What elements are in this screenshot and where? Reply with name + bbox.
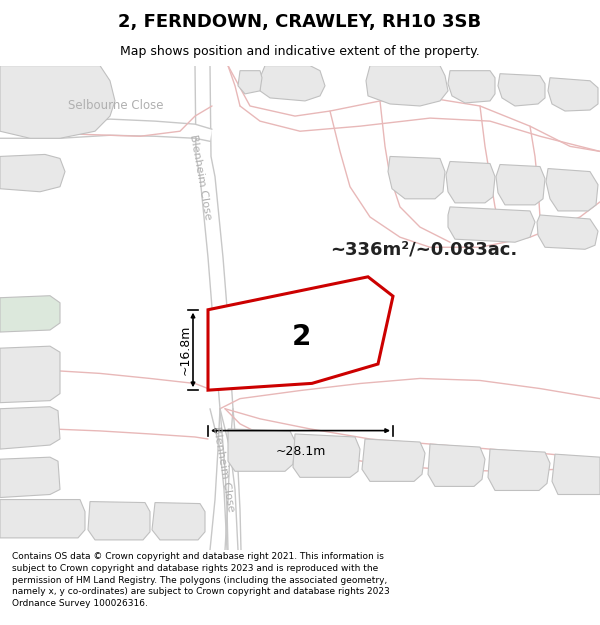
Text: 2: 2 <box>292 322 311 351</box>
Polygon shape <box>498 74 545 106</box>
Polygon shape <box>0 499 85 538</box>
Text: 2, FERNDOWN, CRAWLEY, RH10 3SB: 2, FERNDOWN, CRAWLEY, RH10 3SB <box>118 13 482 31</box>
Polygon shape <box>366 66 448 106</box>
Polygon shape <box>448 71 495 103</box>
Polygon shape <box>0 154 65 192</box>
Polygon shape <box>228 429 295 471</box>
Polygon shape <box>293 434 360 478</box>
Polygon shape <box>388 156 445 199</box>
Polygon shape <box>0 457 60 498</box>
Polygon shape <box>446 161 495 203</box>
Polygon shape <box>0 66 115 138</box>
Polygon shape <box>428 444 485 486</box>
Polygon shape <box>152 503 205 540</box>
Polygon shape <box>0 407 60 449</box>
Text: Contains OS data © Crown copyright and database right 2021. This information is
: Contains OS data © Crown copyright and d… <box>12 552 390 608</box>
Text: ~336m²/~0.083ac.: ~336m²/~0.083ac. <box>330 241 517 259</box>
Polygon shape <box>548 78 598 111</box>
Text: ~28.1m: ~28.1m <box>275 445 326 458</box>
Polygon shape <box>0 296 60 332</box>
Polygon shape <box>496 164 545 205</box>
Polygon shape <box>0 119 212 141</box>
Text: Selbourne Close: Selbourne Close <box>68 99 163 112</box>
Polygon shape <box>208 277 393 390</box>
Polygon shape <box>0 346 60 403</box>
Polygon shape <box>448 207 535 242</box>
Polygon shape <box>362 439 425 481</box>
Text: ~16.8m: ~16.8m <box>179 325 191 375</box>
Polygon shape <box>88 501 150 540</box>
Polygon shape <box>552 454 600 494</box>
Polygon shape <box>238 71 262 94</box>
Polygon shape <box>488 449 550 491</box>
Text: Map shows position and indicative extent of the property.: Map shows position and indicative extent… <box>120 46 480 58</box>
Text: Blenheim Close: Blenheim Close <box>188 133 212 220</box>
Polygon shape <box>537 215 598 249</box>
Polygon shape <box>260 66 325 101</box>
Polygon shape <box>195 66 241 550</box>
Text: Blenheim Close: Blenheim Close <box>211 426 235 512</box>
Polygon shape <box>546 169 598 211</box>
